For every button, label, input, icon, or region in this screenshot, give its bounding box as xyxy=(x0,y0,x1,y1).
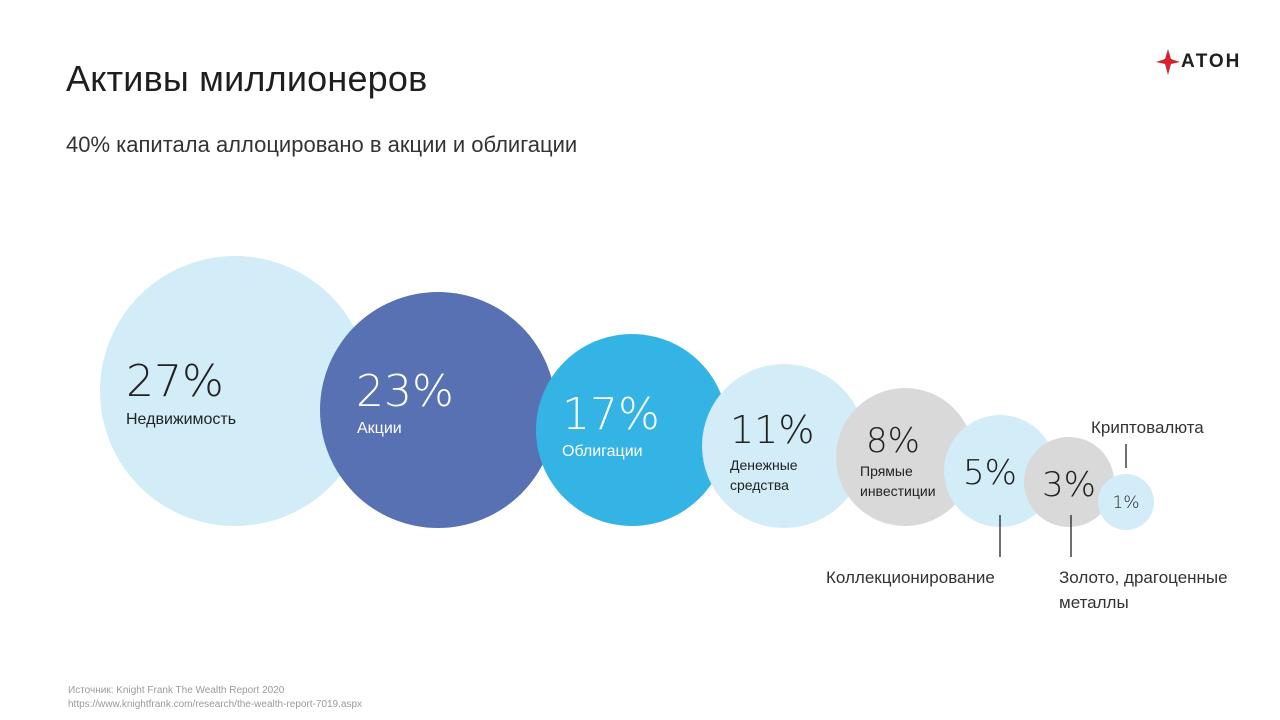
bubble-label: Облигации xyxy=(562,443,643,460)
bubble-label: средства xyxy=(730,477,789,493)
bubble-value: 27% xyxy=(126,356,224,407)
bubble-label: Коллекционирование xyxy=(826,568,995,587)
bubble-label: Недвижимость xyxy=(126,411,236,428)
bubble-label: Прямые xyxy=(860,463,913,479)
bubble-2 xyxy=(320,292,556,528)
aton-logo-icon xyxy=(1156,49,1180,75)
bubble-label: Криптовалюта xyxy=(1091,418,1204,437)
logo-text: АТОН xyxy=(1181,51,1242,72)
source-line: Источник: Knight Frank The Wealth Report… xyxy=(68,685,285,696)
bubble-value: 23% xyxy=(356,366,454,417)
bubble-value: 5% xyxy=(963,453,1017,493)
bubble-7 xyxy=(1024,437,1114,527)
aton-logo: АТОН xyxy=(1156,46,1241,78)
bubble-label: металлы xyxy=(1059,593,1129,612)
page-title: Активы миллионеров xyxy=(66,58,428,99)
bubble-8 xyxy=(1098,474,1154,530)
bubble-value: 8% xyxy=(866,421,920,461)
bubble-label: Золото, драгоценные xyxy=(1059,568,1228,587)
page-subtitle: 40% капитала аллоцировано в акции и обли… xyxy=(66,132,578,157)
bubble-label: Акции xyxy=(357,420,402,437)
source-url: https://www.knightfrank.com/research/the… xyxy=(68,699,363,710)
bubble-value: 17% xyxy=(562,389,660,440)
bubble-value: 3% xyxy=(1042,465,1096,505)
bubble-value: 11% xyxy=(730,408,814,452)
bubble-5 xyxy=(836,388,974,526)
bubble-value: 1% xyxy=(1113,493,1140,513)
bubble-label: инвестиции xyxy=(860,483,936,499)
source-note: Источник: Knight Frank The Wealth Report… xyxy=(68,684,362,712)
bubble-1 xyxy=(100,256,370,526)
bubble-4 xyxy=(702,364,866,528)
bubble-label: Денежные xyxy=(730,457,798,473)
bubble-3 xyxy=(536,334,728,526)
